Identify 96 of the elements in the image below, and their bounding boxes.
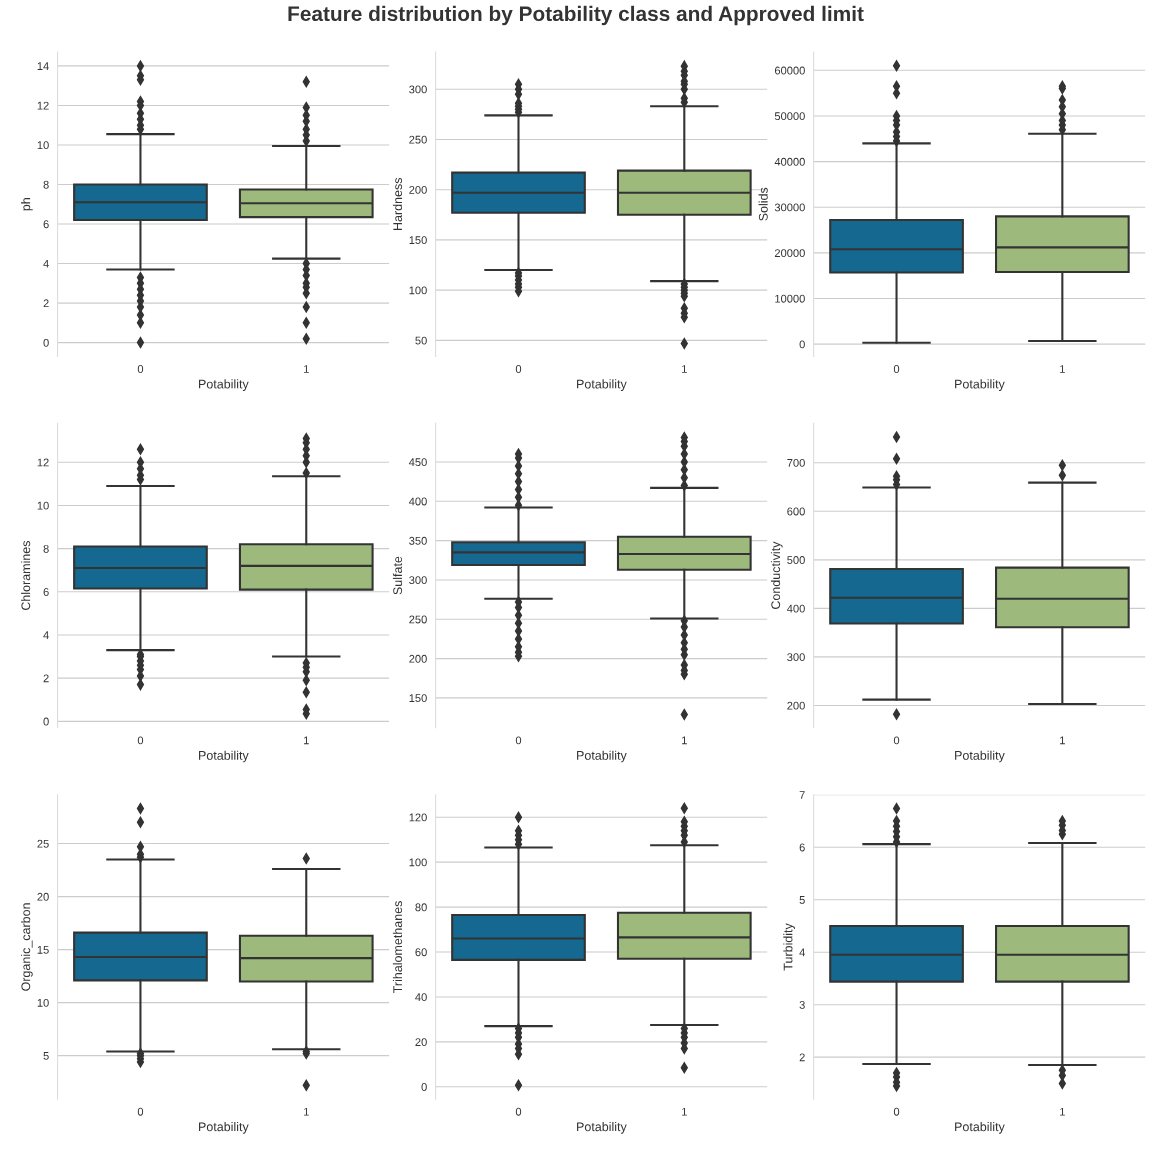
y-tick-label: 200 <box>409 654 427 663</box>
y-tick-label: 3 <box>799 1000 805 1009</box>
x-tick-label: 1 <box>1060 365 1065 373</box>
y-tick-label: 20 <box>415 1038 427 1046</box>
y-tick-label: 7 <box>799 791 805 799</box>
y-tick-label: 8 <box>43 180 49 189</box>
x-axis-title: Potability <box>199 379 249 391</box>
x-tick-label: 0 <box>137 365 144 373</box>
y-axis-title: Organic_carbon <box>21 903 33 991</box>
y-tick-label: 10000 <box>775 294 805 303</box>
y-tick-label: 200 <box>787 701 805 710</box>
y-tick-label: 4 <box>43 259 49 268</box>
x-tick-label: 1 <box>1060 1107 1065 1116</box>
x-axis-title: Potability <box>577 750 627 763</box>
x-axis-title: Potability <box>199 1122 249 1134</box>
y-tick-label: 300 <box>409 576 427 585</box>
y-tick-label: 50000 <box>774 112 805 121</box>
x-tick-label: 1 <box>304 365 309 373</box>
y-tick-label: 200 <box>409 185 427 194</box>
y-tick-label: 5 <box>43 1052 49 1060</box>
x-tick-label: 0 <box>515 365 522 373</box>
y-tick-label: 0 <box>799 340 805 349</box>
y-tick-label: 2 <box>799 1053 805 1062</box>
x-tick-label: 1 <box>682 736 687 745</box>
x-tick-label: 0 <box>515 736 522 745</box>
y-tick-label: 30000 <box>774 203 805 212</box>
y-axis-title: Turbidity <box>783 923 795 971</box>
y-tick-label: 20 <box>37 892 49 901</box>
y-axis-title: ph <box>21 198 33 211</box>
y-tick-label: 6 <box>43 588 49 596</box>
y-tick-label: 300 <box>787 653 805 662</box>
y-tick-label: 120 <box>409 813 427 822</box>
y-tick-label: 40000 <box>774 157 805 166</box>
y-tick-label: 4 <box>799 948 805 957</box>
y-tick-label: 60 <box>415 948 427 957</box>
y-tick-label: 20000 <box>774 249 805 257</box>
y-tick-label: 2 <box>43 674 49 683</box>
y-tick-label: 50 <box>415 336 427 345</box>
y-tick-label: 8 <box>43 544 49 553</box>
y-tick-label: 6 <box>799 843 805 852</box>
y-tick-label: 15 <box>37 945 49 954</box>
y-tick-label: 600 <box>787 507 805 516</box>
y-axis-title: Conductivity <box>770 541 783 610</box>
x-tick-label: 0 <box>893 1107 900 1116</box>
y-tick-label: 2 <box>43 299 49 308</box>
y-tick-label: 40 <box>415 993 427 1002</box>
y-tick-label: 0 <box>43 338 49 347</box>
y-tick-label: 150 <box>409 694 427 703</box>
x-tick-label: 0 <box>137 736 144 745</box>
x-tick-label: 1 <box>682 1107 687 1116</box>
y-tick-label: 250 <box>409 615 427 624</box>
y-axis-title: Chloramines <box>21 540 31 611</box>
x-tick-label: 0 <box>893 365 900 373</box>
y-tick-label: 100 <box>409 858 427 867</box>
x-axis-title: Potability <box>955 1122 1005 1134</box>
x-axis-title: Potability <box>199 750 249 763</box>
x-axis-title: Potability <box>577 1122 627 1134</box>
y-tick-label: 10 <box>37 501 49 510</box>
y-tick-label: 4 <box>43 631 49 639</box>
y-tick-label: 400 <box>787 604 805 613</box>
y-tick-label: 100 <box>409 286 427 295</box>
y-tick-label: 350 <box>409 536 427 545</box>
y-tick-label: 450 <box>408 458 427 467</box>
y-tick-label: 500 <box>787 556 805 564</box>
y-axis-title: Sulfate <box>392 556 403 595</box>
x-tick-label: 0 <box>137 1107 144 1116</box>
x-axis-title: Potability <box>577 379 627 391</box>
y-tick-label: 0 <box>421 1083 427 1091</box>
y-tick-label: 5 <box>799 896 805 904</box>
text: Feature distribution by Potability class and Approved limit <box>288 5 864 26</box>
y-tick-label: 60000 <box>774 66 805 75</box>
y-tick-label: 400 <box>408 497 427 506</box>
y-axis-title: Solids <box>758 187 768 221</box>
x-axis-title: Potability <box>955 379 1005 391</box>
y-tick-label: 150 <box>409 236 427 245</box>
x-axis-title: Potability <box>955 750 1005 763</box>
y-axis-title: Hardness <box>392 177 403 230</box>
x-tick-label: 0 <box>515 1107 522 1116</box>
y-tick-label: 10 <box>37 998 49 1007</box>
x-tick-label: 1 <box>1060 736 1065 745</box>
y-tick-label: 0 <box>43 717 49 726</box>
x-tick-label: 1 <box>304 1107 309 1116</box>
y-tick-label: 25 <box>37 839 49 848</box>
y-tick-label: 80 <box>415 903 427 912</box>
y-tick-label: 10 <box>37 141 49 150</box>
x-tick-label: 1 <box>682 365 687 373</box>
y-tick-label: 700 <box>787 459 805 467</box>
x-tick-label: 1 <box>304 736 309 745</box>
y-tick-label: 6 <box>43 220 49 229</box>
y-axis-title: Trihalomethanes <box>392 901 403 993</box>
y-tick-label: 300 <box>409 85 427 94</box>
y-tick-label: 12 <box>37 101 49 110</box>
y-tick-label: 14 <box>37 62 49 70</box>
y-tick-label: 250 <box>409 135 427 144</box>
y-tick-label: 12 <box>37 458 49 467</box>
x-tick-label: 0 <box>893 736 900 745</box>
